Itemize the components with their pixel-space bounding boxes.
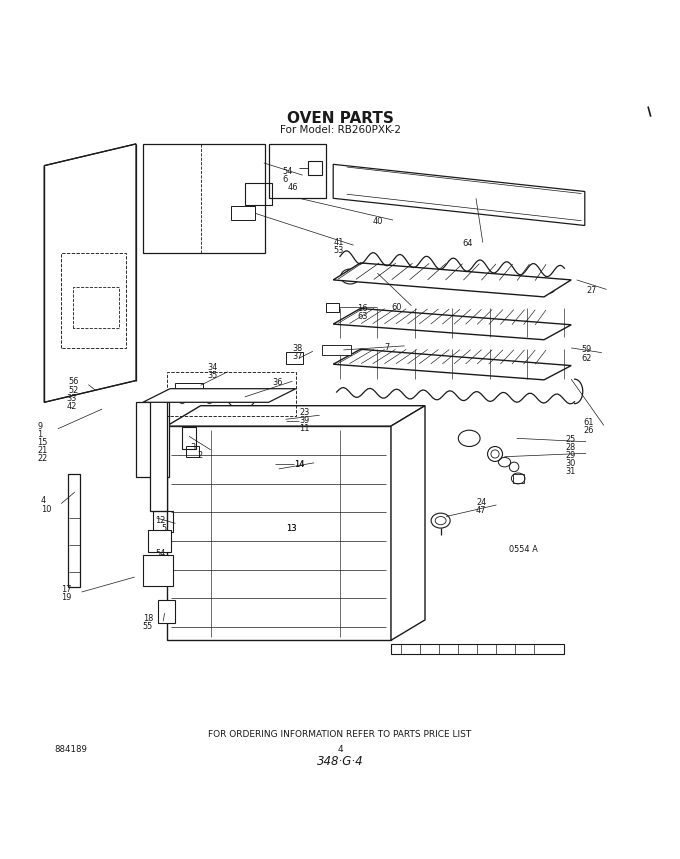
Text: 61: 61	[583, 418, 594, 427]
Text: For Model: RB260PXK-2: For Model: RB260PXK-2	[279, 125, 401, 136]
Polygon shape	[333, 308, 571, 340]
Text: 7: 7	[384, 343, 390, 351]
Polygon shape	[286, 352, 303, 364]
Text: 25: 25	[566, 435, 576, 443]
Text: 3: 3	[190, 442, 196, 452]
Text: 36: 36	[272, 378, 282, 387]
Text: 37: 37	[292, 352, 303, 362]
Polygon shape	[167, 405, 425, 426]
Text: 34: 34	[207, 363, 218, 372]
Text: 4: 4	[337, 745, 343, 753]
Text: 33: 33	[67, 393, 77, 403]
Text: 41: 41	[333, 238, 343, 247]
Text: 55: 55	[143, 622, 153, 631]
Text: 62: 62	[581, 354, 592, 362]
Text: 5: 5	[162, 524, 167, 533]
Polygon shape	[333, 164, 585, 226]
Polygon shape	[322, 344, 351, 355]
Text: 12: 12	[155, 516, 165, 525]
Polygon shape	[158, 600, 175, 624]
Text: 59: 59	[581, 345, 592, 355]
Text: 348·G·4: 348·G·4	[317, 755, 363, 768]
Polygon shape	[391, 405, 425, 640]
Text: FOR ORDERING INFORMATION REFER TO PARTS PRICE LIST: FOR ORDERING INFORMATION REFER TO PARTS …	[208, 729, 472, 739]
Text: 10: 10	[41, 504, 51, 514]
Text: 27: 27	[586, 286, 596, 295]
Text: 56: 56	[68, 377, 78, 387]
Text: 52: 52	[68, 386, 78, 394]
Text: 35: 35	[207, 371, 218, 381]
Text: 54: 54	[282, 167, 292, 175]
Text: 24: 24	[476, 497, 486, 507]
Text: 9: 9	[37, 422, 43, 430]
Text: 26: 26	[583, 426, 594, 436]
Polygon shape	[333, 263, 571, 297]
Polygon shape	[182, 427, 196, 448]
Text: 30: 30	[566, 459, 576, 468]
Polygon shape	[150, 399, 167, 511]
Polygon shape	[391, 643, 564, 654]
Polygon shape	[175, 383, 203, 399]
Text: 54: 54	[155, 549, 165, 557]
Text: 19: 19	[61, 593, 71, 602]
Text: 15: 15	[37, 438, 48, 447]
Text: 21: 21	[37, 446, 48, 455]
Text: 40: 40	[373, 217, 383, 226]
Text: 42: 42	[67, 402, 77, 411]
Text: 6: 6	[282, 174, 288, 184]
Text: 4: 4	[41, 497, 46, 505]
Polygon shape	[143, 555, 173, 586]
Text: 63: 63	[357, 312, 367, 321]
Polygon shape	[148, 530, 171, 551]
Text: 16: 16	[357, 304, 367, 313]
Text: 18: 18	[143, 614, 153, 623]
Polygon shape	[269, 144, 326, 198]
Text: 38: 38	[292, 344, 303, 353]
Polygon shape	[143, 144, 265, 253]
Polygon shape	[68, 473, 80, 588]
Text: 14: 14	[294, 460, 304, 469]
Text: 29: 29	[566, 451, 576, 460]
Text: 0554 A: 0554 A	[509, 545, 537, 554]
Text: 17: 17	[61, 585, 71, 594]
Text: 1: 1	[37, 430, 43, 439]
Text: 2: 2	[197, 451, 203, 460]
Text: 53: 53	[333, 247, 343, 255]
Text: 22: 22	[37, 454, 48, 463]
Text: 60: 60	[391, 302, 401, 312]
Text: 23: 23	[299, 408, 309, 417]
Polygon shape	[44, 144, 136, 402]
Text: 884189: 884189	[54, 745, 87, 753]
Text: 14: 14	[294, 460, 304, 469]
Text: 13: 13	[286, 524, 296, 533]
Text: 11: 11	[299, 424, 309, 433]
Text: 28: 28	[566, 442, 576, 452]
Polygon shape	[143, 389, 296, 402]
Text: 47: 47	[476, 506, 486, 515]
Polygon shape	[326, 303, 339, 312]
Polygon shape	[333, 350, 571, 380]
Polygon shape	[167, 426, 391, 640]
Text: 13: 13	[286, 524, 296, 533]
Text: OVEN PARTS: OVEN PARTS	[286, 111, 394, 126]
Polygon shape	[136, 402, 169, 477]
Text: 46: 46	[288, 183, 298, 192]
Text: 31: 31	[566, 467, 576, 476]
Text: 39: 39	[299, 416, 309, 425]
Text: 64: 64	[462, 240, 473, 248]
